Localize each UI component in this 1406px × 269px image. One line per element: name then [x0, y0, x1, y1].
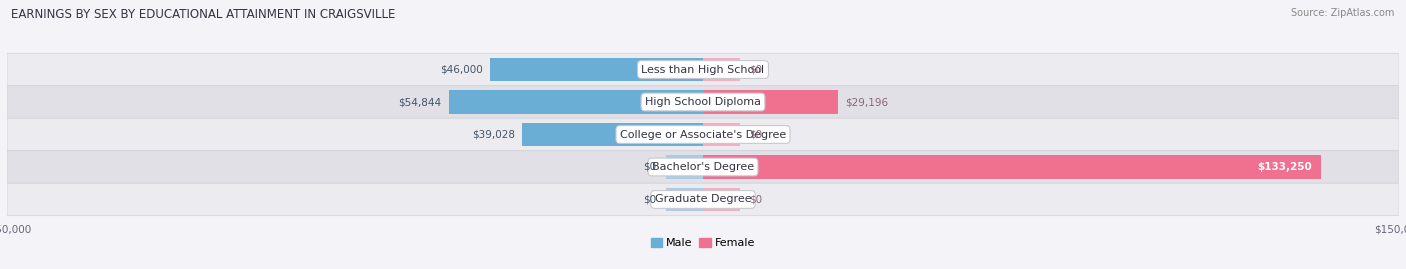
FancyBboxPatch shape: [7, 183, 1399, 216]
Bar: [703, 123, 740, 146]
Text: High School Diploma: High School Diploma: [645, 97, 761, 107]
FancyBboxPatch shape: [7, 86, 1399, 118]
Bar: [703, 188, 740, 211]
Text: EARNINGS BY SEX BY EDUCATIONAL ATTAINMENT IN CRAIGSVILLE: EARNINGS BY SEX BY EDUCATIONAL ATTAINMEN…: [11, 8, 395, 21]
Text: $54,844: $54,844: [398, 97, 441, 107]
Text: College or Associate's Degree: College or Associate's Degree: [620, 129, 786, 140]
Bar: [449, 90, 703, 114]
Text: Source: ZipAtlas.com: Source: ZipAtlas.com: [1291, 8, 1395, 18]
Legend: Male, Female: Male, Female: [647, 233, 759, 253]
Text: Less than High School: Less than High School: [641, 65, 765, 75]
Text: $0: $0: [749, 129, 762, 140]
FancyBboxPatch shape: [7, 118, 1399, 151]
Bar: [703, 58, 740, 81]
FancyBboxPatch shape: [7, 53, 1399, 86]
Text: $39,028: $39,028: [472, 129, 515, 140]
Text: $29,196: $29,196: [845, 97, 889, 107]
Bar: [522, 123, 703, 146]
Text: $46,000: $46,000: [440, 65, 482, 75]
Text: $0: $0: [644, 194, 657, 204]
Text: Graduate Degree: Graduate Degree: [655, 194, 751, 204]
Bar: [703, 90, 838, 114]
Bar: [703, 155, 1322, 179]
Bar: [666, 155, 703, 179]
Text: $0: $0: [749, 194, 762, 204]
Bar: [489, 58, 703, 81]
Text: $133,250: $133,250: [1257, 162, 1312, 172]
FancyBboxPatch shape: [7, 151, 1399, 183]
Bar: [666, 188, 703, 211]
Text: $0: $0: [644, 162, 657, 172]
Text: Bachelor's Degree: Bachelor's Degree: [652, 162, 754, 172]
Text: $0: $0: [749, 65, 762, 75]
